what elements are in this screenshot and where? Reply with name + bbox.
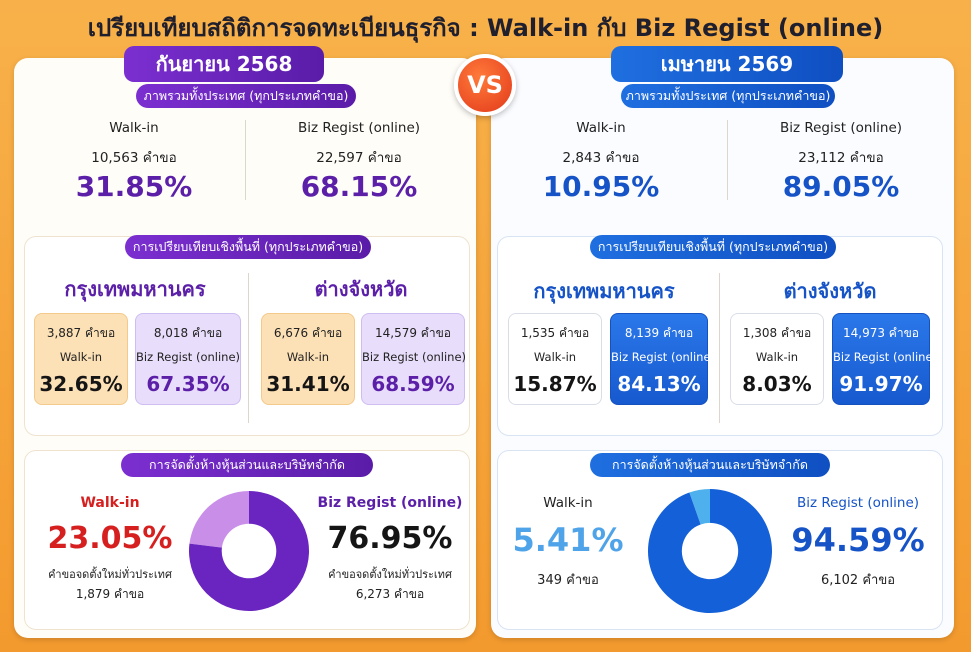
area-label: การเปรียบเทียบเชิงพื้นที่ (ทุกประเภทคำขอ… <box>590 235 836 259</box>
overview-label: ภาพรวมทั้งประเทศ (ทุกประเภทคำขอ) <box>136 84 356 108</box>
page-title: เปรียบเทียบสถิติการจดทะเบียนธุรกิจ : Wal… <box>87 14 884 42</box>
bangkok-online-card: 8,139 คำขอ Biz Regist (online) 84.13% <box>610 313 716 405</box>
online-count: 22,597 คำขอ <box>316 150 402 166</box>
card-count: 8,139 คำขอ <box>624 326 694 340</box>
bangkok-walkin-card: 3,887 คำขอ Walk-in 32.65% <box>34 313 128 405</box>
card-count: 14,973 คำขอ <box>843 326 919 340</box>
card-name: Biz Regist (online) <box>136 350 241 364</box>
area-label: การเปรียบเทียบเชิงพื้นที่ (ทุกประเภทคำขอ… <box>125 235 371 259</box>
company-online-count: 6,102 คำขอ <box>820 573 896 588</box>
card-pct: 32.65% <box>39 372 123 396</box>
card-name: Biz Regist (online) <box>833 350 938 364</box>
card-pct: 68.59% <box>371 372 455 396</box>
company-online-desc: คำขอจดตั้งใหม่ทั่วประเทศ <box>328 568 452 581</box>
donut-segment-walkin <box>689 489 710 525</box>
bangkok-walkin-card: 1,535 คำขอ Walk-in 15.87% <box>508 313 602 405</box>
area-comparison: การเปรียบเทียบเชิงพื้นที่ (ทุกประเภทคำขอ… <box>24 235 470 436</box>
walkin-count: 10,563 คำขอ <box>91 150 177 166</box>
walkin-name: Walk-in <box>576 120 626 136</box>
company-label: การจัดตั้งห้างหุ้นส่วนและบริษัทจำกัด <box>590 453 830 477</box>
company-walkin-pct: 5.41% <box>512 521 624 559</box>
card-name: Walk-in <box>59 350 103 364</box>
company-registration: การจัดตั้งห้างหุ้นส่วนและบริษัทจำกัด Wal… <box>24 450 470 630</box>
company-walkin-pct: 23.05% <box>47 521 173 556</box>
card-pct: 67.35% <box>146 372 230 396</box>
company-walkin-name: Walk-in <box>80 495 140 511</box>
provinces-walkin-card: 6,676 คำขอ Walk-in 31.41% <box>261 313 355 405</box>
company-donut-chart <box>189 491 309 611</box>
company-label: การจัดตั้งห้างหุ้นส่วนและบริษัทจำกัด <box>121 453 373 477</box>
card-pct: 84.13% <box>617 372 701 396</box>
card-pct: 31.41% <box>266 372 350 396</box>
company-walkin-count: 1,879 คำขอ <box>75 587 145 601</box>
panel-september-2568: กันยายน 2568 ภาพรวมทั้งประเทศ (ทุกประเภท… <box>14 46 476 638</box>
company-online-name: Biz Regist (online) <box>796 495 920 511</box>
provinces-title: ต่างจังหวัด <box>314 277 408 301</box>
card-pct: 8.03% <box>742 372 812 396</box>
card-count: 6,676 คำขอ <box>273 326 343 340</box>
online-name: Biz Regist (online) <box>779 120 903 136</box>
divider <box>248 273 249 423</box>
donut-segment-online <box>648 489 772 613</box>
bangkok-title: กรุงเทพมหานคร <box>533 279 675 303</box>
provinces-online-card: 14,973 คำขอ Biz Regist (online) 91.97% <box>832 313 938 405</box>
provinces-online-card: 14,579 คำขอ Biz Regist (online) 68.59% <box>361 313 467 405</box>
card-pct: 91.97% <box>839 372 923 396</box>
walkin-pct: 10.95% <box>542 170 660 203</box>
card-pct: 15.87% <box>513 372 597 396</box>
divider <box>245 120 246 200</box>
company-online-pct: 76.95% <box>327 521 453 556</box>
card-count: 14,579 คำขอ <box>375 326 451 340</box>
company-online-pct: 94.59% <box>791 521 925 559</box>
vs-badge: VS <box>454 54 516 116</box>
company-registration: การจัดตั้งห้างหุ้นส่วนและบริษัทจำกัด Wal… <box>497 450 943 630</box>
overview-label: ภาพรวมทั้งประเทศ (ทุกประเภทคำขอ) <box>621 84 835 108</box>
provinces-title: ต่างจังหวัด <box>783 279 877 303</box>
area-comparison: การเปรียบเทียบเชิงพื้นที่ (ทุกประเภทคำขอ… <box>497 235 943 436</box>
card-name: Walk-in <box>286 350 330 364</box>
provinces-walkin-card: 1,308 คำขอ Walk-in 8.03% <box>730 313 824 405</box>
divider <box>719 273 720 423</box>
card-count: 1,308 คำขอ <box>742 326 812 340</box>
card-count: 8,018 คำขอ <box>153 326 223 340</box>
online-pct: 89.05% <box>782 170 900 203</box>
company-donut-chart <box>648 489 772 613</box>
company-walkin-count: 349 คำขอ <box>537 573 599 588</box>
online-name: Biz Regist (online) <box>297 120 421 136</box>
company-walkin-name: Walk-in <box>543 495 593 511</box>
company-walkin-desc: คำขอจดตั้งใหม่ทั่วประเทศ <box>48 568 172 581</box>
card-count: 1,535 คำขอ <box>520 326 590 340</box>
card-name: Walk-in <box>533 350 577 364</box>
card-count: 3,887 คำขอ <box>46 326 116 340</box>
panel-april-2569: เมษายน 2569 ภาพรวมทั้งประเทศ (ทุกประเภทค… <box>491 46 954 638</box>
walkin-name: Walk-in <box>109 120 159 136</box>
online-count: 23,112 คำขอ <box>798 150 884 166</box>
divider <box>727 120 728 200</box>
donut-segment-walkin <box>189 491 249 548</box>
card-name: Biz Regist (online) <box>362 350 467 364</box>
company-online-name: Biz Regist (online) <box>317 495 463 511</box>
bangkok-title: กรุงเทพมหานคร <box>64 277 206 301</box>
walkin-pct: 31.85% <box>75 170 193 203</box>
card-name: Biz Regist (online) <box>611 350 716 364</box>
period-ribbon: กันยายน 2568 <box>124 46 324 82</box>
walkin-count: 2,843 คำขอ <box>562 150 640 166</box>
bangkok-online-card: 8,018 คำขอ Biz Regist (online) 67.35% <box>135 313 241 405</box>
donut-segment-online <box>189 491 309 611</box>
period-ribbon: เมษายน 2569 <box>611 46 843 82</box>
online-pct: 68.15% <box>300 170 418 203</box>
company-online-count: 6,273 คำขอ <box>355 587 425 601</box>
card-name: Walk-in <box>755 350 799 364</box>
